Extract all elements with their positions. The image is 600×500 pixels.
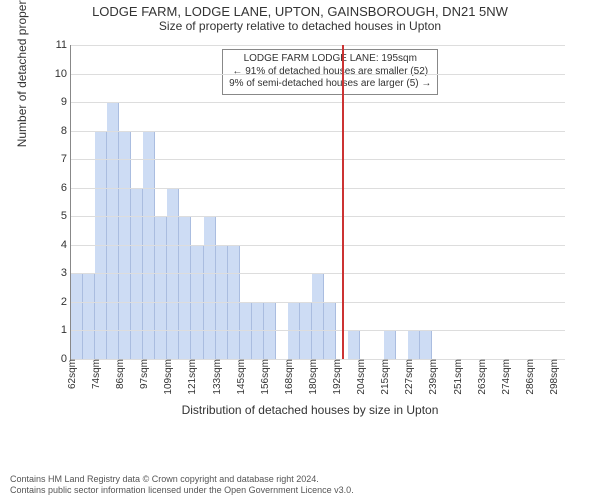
x-tick-label: 263sqm xyxy=(477,359,488,395)
x-tick-label: 145sqm xyxy=(236,359,247,395)
x-tick-label: 227sqm xyxy=(404,359,415,395)
x-tick-label: 121sqm xyxy=(187,359,198,395)
histogram-bar xyxy=(155,216,167,359)
histogram-bar xyxy=(107,102,119,359)
y-tick-label: 11 xyxy=(56,39,71,51)
x-tick-label: 180sqm xyxy=(308,359,319,395)
gridline xyxy=(71,330,565,331)
x-tick-label: 109sqm xyxy=(163,359,174,395)
x-tick-label: 62sqm xyxy=(67,359,78,389)
histogram-bar xyxy=(83,273,95,359)
chart-area: Number of detached properties LODGE FARM… xyxy=(50,45,570,415)
y-tick-label: 4 xyxy=(61,239,71,251)
y-tick-label: 6 xyxy=(61,182,71,194)
y-tick-label: 8 xyxy=(61,125,71,137)
gridline xyxy=(71,302,565,303)
x-tick-label: 74sqm xyxy=(91,359,102,389)
x-tick-label: 215sqm xyxy=(380,359,391,395)
y-tick-label: 3 xyxy=(61,267,71,279)
x-tick-label: 298sqm xyxy=(549,359,560,395)
x-tick-label: 168sqm xyxy=(284,359,295,395)
y-tick-label: 5 xyxy=(61,210,71,222)
gridline xyxy=(71,74,565,75)
histogram-bar xyxy=(348,330,360,359)
main-title: LODGE FARM, LODGE LANE, UPTON, GAINSBORO… xyxy=(0,4,600,19)
x-tick-label: 86sqm xyxy=(115,359,126,389)
gridline xyxy=(71,159,565,160)
y-tick-label: 10 xyxy=(55,68,71,80)
histogram-bar xyxy=(384,330,396,359)
annot-line-3: 9% of semi-detached houses are larger (5… xyxy=(229,78,431,91)
x-tick-label: 204sqm xyxy=(356,359,367,395)
gridline xyxy=(71,245,565,246)
histogram-bar xyxy=(179,216,191,359)
gridline xyxy=(71,273,565,274)
marker-annotation: LODGE FARM LODGE LANE: 195sqm ← 91% of d… xyxy=(222,49,438,95)
y-tick-label: 1 xyxy=(61,324,71,336)
gridline xyxy=(71,188,565,189)
x-tick-label: 192sqm xyxy=(332,359,343,395)
histogram-bar xyxy=(71,273,83,359)
x-tick-label: 239sqm xyxy=(428,359,439,395)
histogram-bar xyxy=(420,330,432,359)
marker-line xyxy=(342,45,344,359)
histogram-bar xyxy=(204,216,216,359)
histogram-bar xyxy=(312,273,324,359)
plot-region: LODGE FARM LODGE LANE: 195sqm ← 91% of d… xyxy=(70,45,565,360)
histogram-bar xyxy=(408,330,420,359)
x-tick-label: 156sqm xyxy=(260,359,271,395)
sub-title: Size of property relative to detached ho… xyxy=(0,19,600,33)
x-tick-label: 274sqm xyxy=(501,359,512,395)
x-axis-label: Distribution of detached houses by size … xyxy=(50,403,570,417)
x-tick-label: 286sqm xyxy=(525,359,536,395)
footer-line-1: Contains HM Land Registry data © Crown c… xyxy=(10,474,354,485)
x-tick-label: 133sqm xyxy=(212,359,223,395)
x-tick-label: 97sqm xyxy=(139,359,150,389)
footer-attribution: Contains HM Land Registry data © Crown c… xyxy=(10,474,354,496)
y-tick-label: 2 xyxy=(61,296,71,308)
gridline xyxy=(71,102,565,103)
y-axis-label: Number of detached properties xyxy=(15,0,29,147)
x-tick-label: 251sqm xyxy=(453,359,464,395)
y-tick-label: 9 xyxy=(61,96,71,108)
footer-line-2: Contains public sector information licen… xyxy=(10,485,354,496)
annot-line-2: ← 91% of detached houses are smaller (52… xyxy=(229,66,431,79)
gridline xyxy=(71,45,565,46)
gridline xyxy=(71,216,565,217)
gridline xyxy=(71,131,565,132)
y-tick-label: 7 xyxy=(61,153,71,165)
annot-line-1: LODGE FARM LODGE LANE: 195sqm xyxy=(229,53,431,66)
